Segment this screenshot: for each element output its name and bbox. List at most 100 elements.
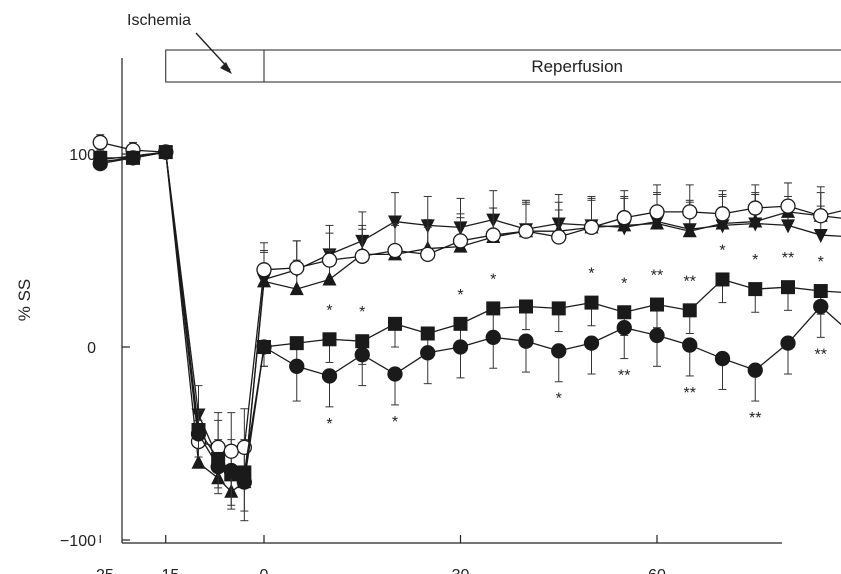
significance-label: *: [359, 304, 365, 321]
data-point: [485, 227, 501, 243]
x-tick-label: −25: [87, 567, 114, 574]
data-point: [420, 326, 435, 341]
data-point: [682, 337, 698, 353]
significance-label: *: [490, 271, 496, 288]
data-point: [354, 347, 370, 363]
data-point: [649, 204, 665, 220]
data-point: [649, 327, 665, 344]
data-point: [813, 298, 829, 315]
significance-label: **: [651, 268, 663, 285]
data-point: [714, 350, 731, 367]
data-point: [518, 223, 534, 239]
x-tick-label: 30: [452, 567, 470, 574]
data-point: [650, 215, 664, 230]
x-tick-label: 0: [260, 567, 269, 574]
data-point: [452, 233, 469, 249]
data-point: [748, 282, 763, 297]
data-point: [191, 454, 206, 469]
reperfusion-box: [263, 49, 841, 83]
data-point: [289, 281, 304, 296]
data-point: [813, 284, 828, 299]
data-point: [190, 426, 207, 442]
data-point: [747, 200, 763, 216]
y-tick-label: 0: [87, 340, 96, 357]
data-point: [236, 474, 253, 490]
data-point: [388, 316, 402, 331]
significance-label: *: [588, 266, 594, 283]
data-point: [92, 155, 108, 172]
data-point: [453, 316, 468, 331]
series-line: [100, 151, 841, 476]
data-point: [584, 295, 599, 310]
significance-label: *: [621, 275, 627, 292]
data-point: [388, 215, 402, 230]
data-point: [715, 272, 730, 287]
data-point: [617, 305, 632, 320]
series-line: [100, 151, 841, 484]
ischemia-box: [165, 49, 265, 83]
data-point: [420, 345, 436, 361]
significance-label: **: [782, 250, 794, 267]
data-point: [289, 336, 304, 351]
data-point: [387, 242, 403, 259]
data-point: [715, 215, 730, 230]
protocol-bar: Ischemia Reperfusion: [127, 12, 841, 83]
y-tick-label: 100: [69, 147, 96, 164]
data-point: [551, 229, 567, 245]
plot-area: ****************************************…: [92, 134, 841, 522]
data-point: [682, 204, 698, 220]
significance-label: *: [556, 391, 562, 408]
significance-label: *: [392, 414, 398, 431]
reperfusion-label: Reperfusion: [531, 57, 623, 76]
data-point: [781, 280, 795, 295]
data-point: [257, 273, 271, 288]
data-point: [125, 150, 141, 166]
data-point: [650, 297, 664, 312]
series-line: [100, 141, 841, 452]
y-tick-label: −100: [60, 533, 96, 550]
data-point: [387, 366, 403, 382]
significance-label: **: [684, 385, 696, 402]
data-point: [583, 335, 600, 351]
data-point: [210, 459, 226, 475]
data-point: [780, 335, 796, 351]
data-point: [355, 334, 370, 349]
data-point: [519, 299, 533, 314]
data-point: [485, 329, 501, 346]
y-axis-label: % SS: [15, 279, 34, 322]
significance-label: *: [326, 416, 332, 433]
data-point: [714, 206, 731, 222]
significance-label: *: [719, 242, 725, 259]
data-point: [223, 443, 239, 459]
data-point: [682, 223, 697, 238]
data-point: [748, 213, 763, 228]
data-point: [813, 229, 828, 244]
data-point: [321, 368, 338, 384]
ischemia-arrowhead: [220, 62, 232, 74]
data-point: [583, 219, 600, 235]
data-point: [780, 198, 796, 214]
series-circle-open: [92, 134, 841, 459]
significance-label: *: [457, 287, 463, 304]
data-point: [322, 271, 337, 286]
data-point: [616, 320, 632, 336]
significance-label: **: [815, 346, 827, 363]
data-point: [551, 343, 567, 359]
data-point: [256, 262, 272, 278]
significance-label: *: [752, 252, 758, 269]
series-line: [100, 151, 841, 493]
data-point: [322, 332, 337, 347]
significance-label: *: [818, 254, 824, 271]
data-point: [92, 134, 108, 151]
data-point: [420, 246, 436, 263]
significance-label: **: [749, 410, 761, 427]
significance-label: *: [326, 302, 332, 319]
x-tick-label: 60: [648, 567, 666, 574]
data-point: [747, 362, 763, 378]
series-square: **************************: [93, 145, 841, 512]
data-point: [223, 462, 239, 479]
data-point: [158, 144, 174, 160]
data-point: [289, 260, 305, 276]
significance-label: **: [684, 273, 696, 290]
